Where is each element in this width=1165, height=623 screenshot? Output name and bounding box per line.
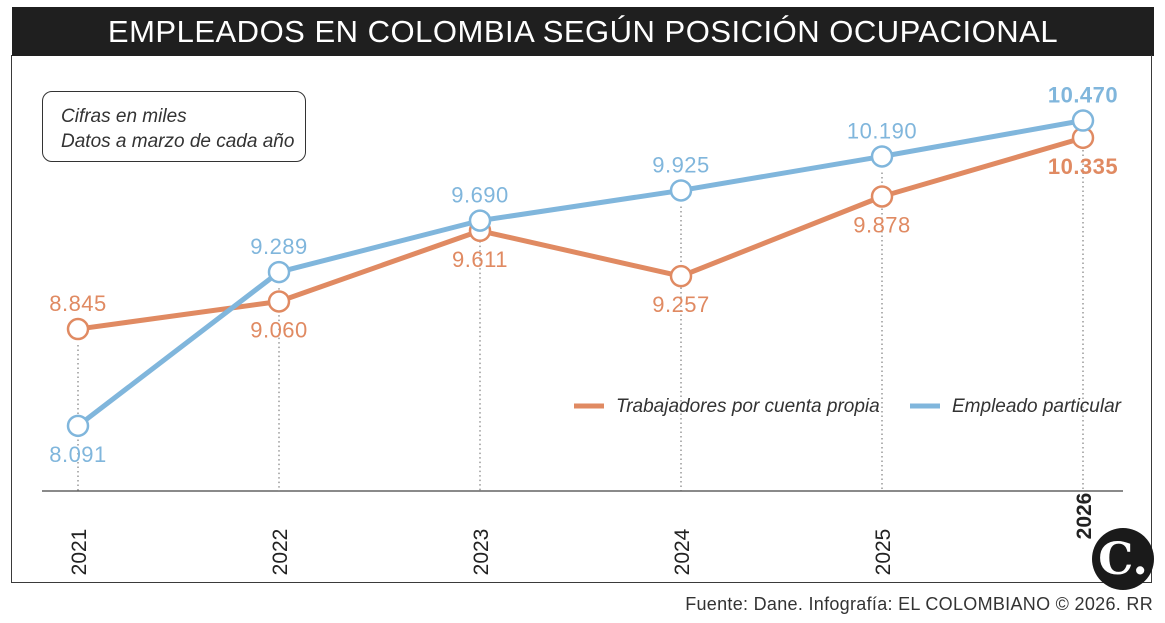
data-point-1-5 <box>1071 109 1095 132</box>
el-colombiano-logo: C. <box>1092 528 1154 590</box>
data-label-0-2: 9.611 <box>452 247 508 272</box>
data-label-0-5: 10.335 <box>1048 154 1118 179</box>
data-label-0-0: 8.845 <box>49 291 107 316</box>
data-label-1-3: 9.925 <box>652 152 710 177</box>
data-point-1-4 <box>870 145 894 168</box>
data-point-1-2 <box>468 209 492 232</box>
x-tick-label-2022: 2022 <box>269 529 292 576</box>
x-tick-label-2024: 2024 <box>671 528 694 575</box>
data-label-1-2: 9.690 <box>451 183 509 208</box>
data-label-0-1: 9.060 <box>250 317 308 342</box>
x-tick-label-2025: 2025 <box>872 529 895 576</box>
chart-frame <box>11 55 1152 583</box>
data-label-0-3: 9.257 <box>652 292 710 317</box>
data-point-0-1 <box>267 290 291 313</box>
data-label-0-4: 9.878 <box>853 212 911 237</box>
data-point-1-0 <box>66 414 90 438</box>
chart-title: EMPLEADOS EN COLOMBIA SEGÚN POSICIÓN OCU… <box>12 7 1154 56</box>
note-units: Cifras en miles <box>61 106 187 127</box>
data-label-1-1: 9.289 <box>250 234 308 259</box>
source-credit: Fuente: Dane. Infografía: EL COLOMBIANO … <box>685 594 1153 614</box>
data-point-1-1 <box>267 260 291 284</box>
x-tick-label-2026: 2026 <box>1073 493 1096 540</box>
data-point-0-3 <box>669 264 693 288</box>
x-tick-label-2023: 2023 <box>470 529 493 576</box>
data-label-1-5: 10.470 <box>1048 83 1118 108</box>
x-tick-label-2021: 2021 <box>68 529 91 576</box>
legend-label-0: Trabajadores por cuenta propia <box>616 396 880 417</box>
series-line-1 <box>76 118 1084 428</box>
data-point-1-3 <box>669 179 693 202</box>
notes-box: Cifras en miles Datos a marzo de cada añ… <box>42 91 306 162</box>
data-label-1-0: 8.091 <box>49 442 107 467</box>
data-label-1-4: 10.190 <box>847 118 917 143</box>
note-date: Datos a marzo de cada año <box>61 131 295 152</box>
data-point-0-0 <box>66 317 90 341</box>
data-point-0-4 <box>870 185 894 208</box>
series-line-0 <box>77 135 1084 332</box>
legend-label-1: Empleado particular <box>952 396 1122 417</box>
